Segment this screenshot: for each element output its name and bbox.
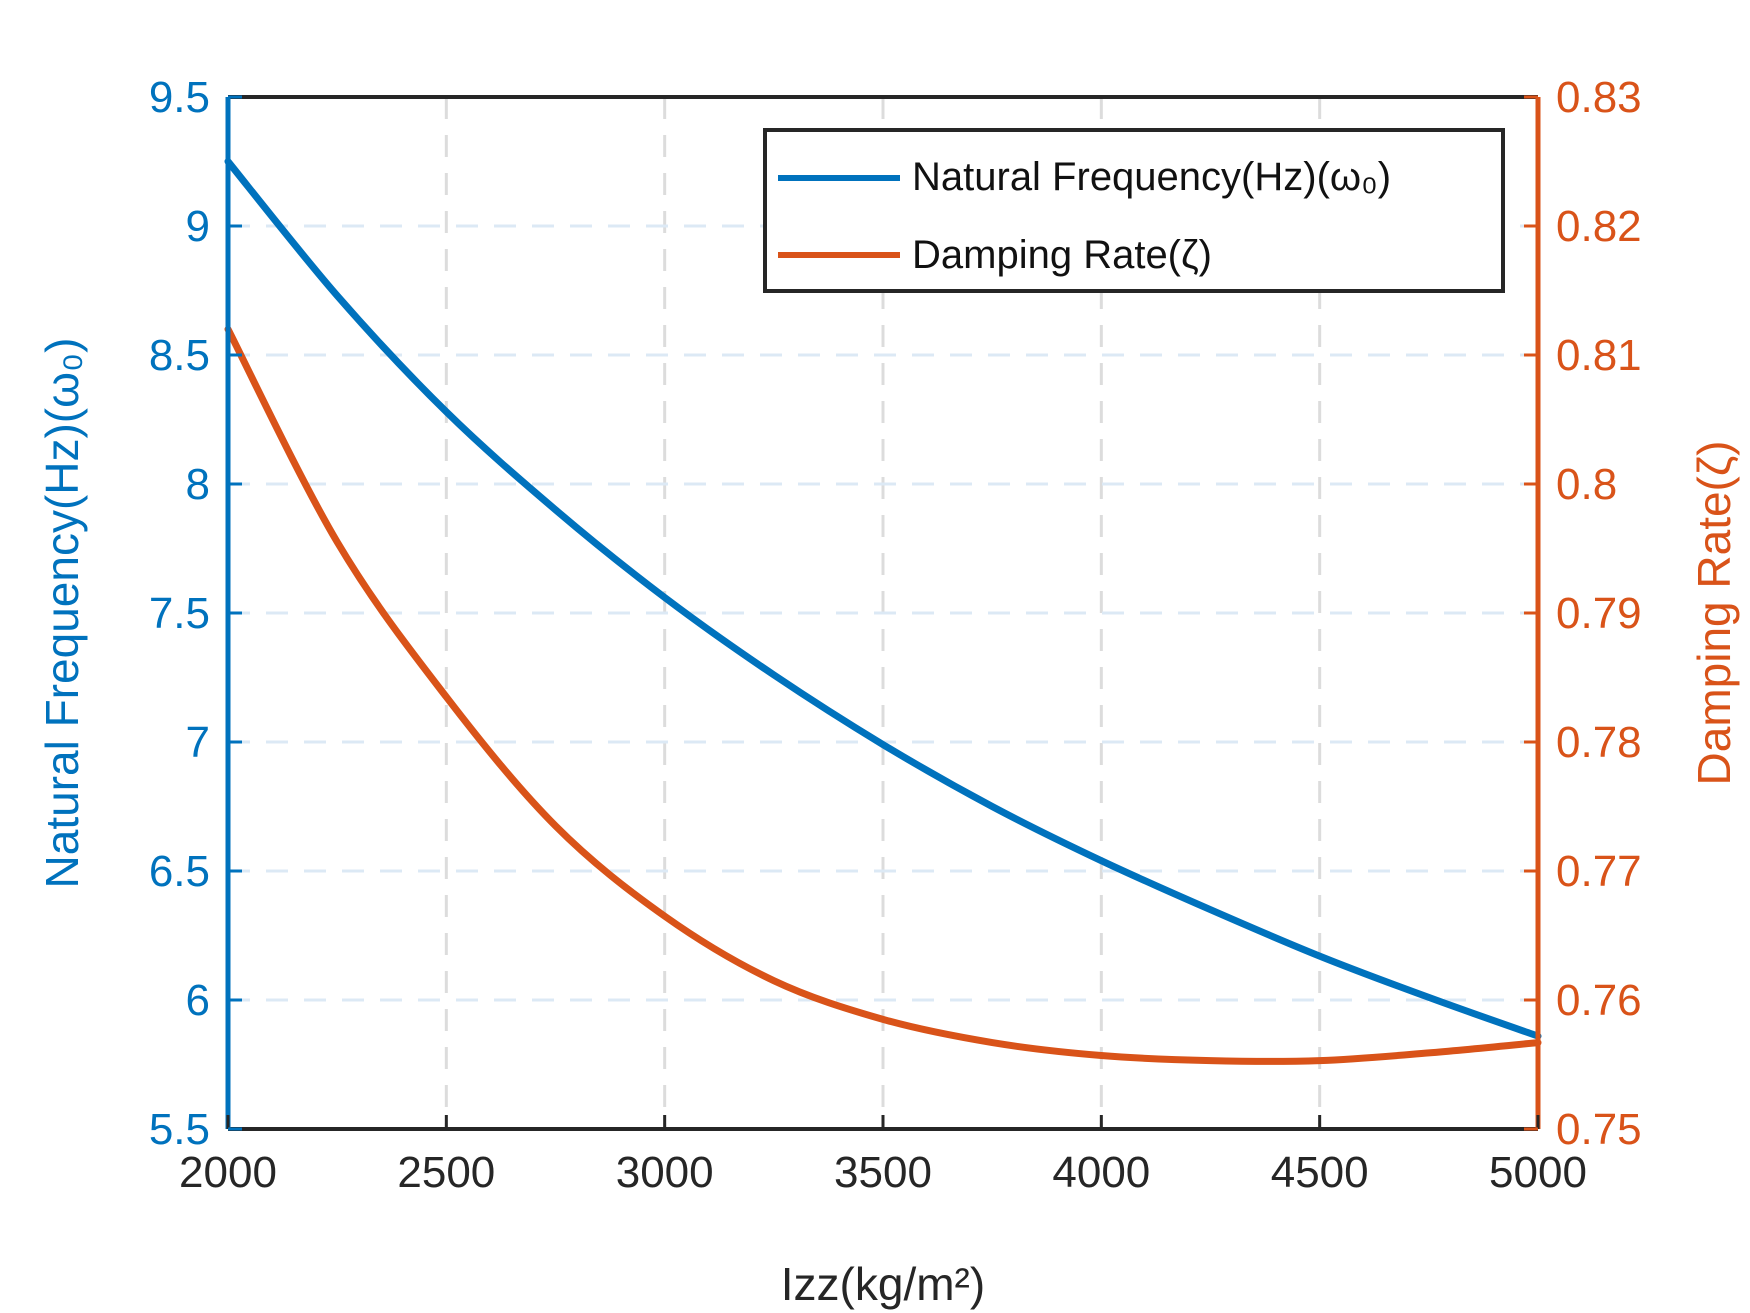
left-y-tick-label-5.5: 5.5 xyxy=(149,1105,210,1154)
left-y-tick-label-6.5: 6.5 xyxy=(149,847,210,896)
x-axis-title: Izz(kg/m²) xyxy=(781,1258,985,1310)
left-y-tick-label-8: 8 xyxy=(186,460,210,509)
x-tick-label-2500: 2500 xyxy=(397,1148,495,1197)
left-y-axis-title: Natural Frequency(Hz)(ω₀) xyxy=(36,338,88,889)
right-y-tick-label-0.79: 0.79 xyxy=(1556,589,1642,638)
legend-label-damping-rate: Damping Rate(ζ) xyxy=(912,233,1212,277)
series-line-damping-rate xyxy=(224,325,1542,1065)
x-tick-label-4000: 4000 xyxy=(1052,1148,1150,1197)
left-y-tick-label-9.5: 9.5 xyxy=(149,73,210,122)
axis-ticks: 2000 2500 3000 3500 4000 4500 5000 5.5 6 6.5 7 7.5 8… xyxy=(149,73,1642,1197)
left-y-tick-label-8.5: 8.5 xyxy=(149,331,210,380)
left-y-tick-label-9: 9 xyxy=(186,202,210,251)
series-layer xyxy=(224,158,1542,1065)
x-tick-label-2000: 2000 xyxy=(179,1148,277,1197)
right-y-tick-label-0.77: 0.77 xyxy=(1556,847,1642,896)
right-y-tick-label-0.8: 0.8 xyxy=(1556,460,1617,509)
legend-box xyxy=(763,128,1505,293)
x-tick-label-4500: 4500 xyxy=(1271,1148,1369,1197)
right-y-tick-label-0.82: 0.82 xyxy=(1556,202,1642,251)
x-tick-label-3500: 3500 xyxy=(834,1148,932,1197)
left-y-tick-label-7.5: 7.5 xyxy=(149,589,210,638)
right-y-axis-title: Damping Rate(ζ) xyxy=(1688,441,1740,786)
right-y-tick-label-0.83: 0.83 xyxy=(1556,73,1642,122)
legend-label-natural-frequency: Natural Frequency(Hz)(ω₀) xyxy=(912,155,1391,199)
x-tick-label-3000: 3000 xyxy=(616,1148,714,1197)
right-y-tick-label-0.81: 0.81 xyxy=(1556,331,1642,380)
right-y-tick-label-0.75: 0.75 xyxy=(1556,1105,1642,1154)
right-y-tick-label-0.76: 0.76 xyxy=(1556,976,1642,1025)
series-line-natural-frequency xyxy=(224,158,1542,1040)
left-y-tick-label-6: 6 xyxy=(186,976,210,1025)
x-tick-label-5000: 5000 xyxy=(1489,1148,1587,1197)
right-y-tick-label-0.78: 0.78 xyxy=(1556,718,1642,767)
legend: Natural Frequency(Hz)(ω₀) Damping Rate(ζ… xyxy=(763,128,1505,293)
left-y-tick-label-7: 7 xyxy=(186,718,210,767)
